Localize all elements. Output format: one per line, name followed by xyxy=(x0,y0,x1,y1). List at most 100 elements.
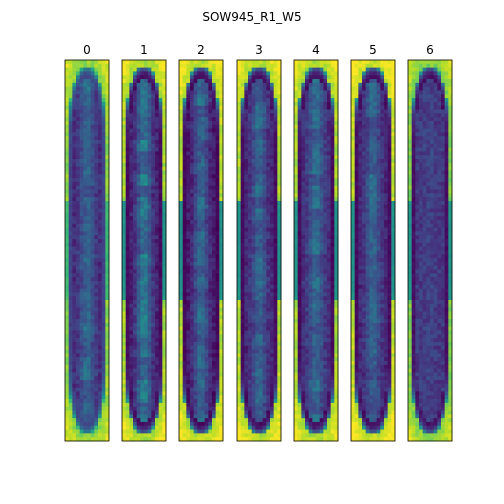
heatmap-cell xyxy=(136,105,141,110)
heatmap-cell xyxy=(259,189,264,194)
heatmap-cell xyxy=(122,98,127,103)
heatmap-cell xyxy=(122,364,127,370)
heatmap-cell xyxy=(182,364,187,370)
heatmap-cell xyxy=(147,159,152,164)
heatmap-cell xyxy=(251,132,256,137)
heatmap-cell xyxy=(76,334,81,339)
heatmap-cell xyxy=(273,395,278,400)
heatmap-cell xyxy=(297,94,302,99)
heatmap-cell xyxy=(208,140,213,145)
heatmap-cell xyxy=(101,98,106,103)
heatmap-cell xyxy=(197,94,202,99)
heatmap-cell xyxy=(155,387,160,392)
heatmap-cell xyxy=(140,357,145,362)
heatmap-cell xyxy=(186,364,191,370)
heatmap-cell xyxy=(76,197,81,202)
heatmap-cell xyxy=(197,380,202,385)
panel-title: 4 xyxy=(312,43,320,57)
heatmap-cell xyxy=(87,273,92,278)
heatmap-cell xyxy=(151,174,156,179)
heatmap-cell xyxy=(76,258,81,263)
heatmap-cell xyxy=(186,113,191,118)
heatmap-cell xyxy=(68,181,73,187)
heatmap-cell xyxy=(179,105,184,110)
heatmap-cell xyxy=(105,208,110,213)
heatmap-cell xyxy=(90,406,95,411)
heatmap-cell xyxy=(215,376,220,381)
heatmap-cell xyxy=(162,79,167,84)
heatmap-cell xyxy=(244,151,249,156)
heatmap-cell xyxy=(79,330,84,335)
heatmap-cell xyxy=(262,357,267,362)
heatmap-cell xyxy=(270,200,275,206)
heatmap-cell xyxy=(259,429,264,434)
heatmap-cell xyxy=(204,132,209,137)
heatmap-cell xyxy=(162,120,167,126)
heatmap-cell xyxy=(87,94,92,99)
heatmap-cell xyxy=(182,239,187,244)
heatmap-cell xyxy=(251,174,256,179)
heatmap-cell xyxy=(122,86,127,91)
heatmap-cell xyxy=(162,315,167,320)
heatmap-cell xyxy=(262,418,267,423)
heatmap-cell xyxy=(122,231,127,236)
heatmap-cell xyxy=(72,345,77,350)
heatmap-cell xyxy=(105,330,110,335)
heatmap-cell xyxy=(316,75,321,80)
heatmap-cell xyxy=(136,364,141,370)
heatmap-cell xyxy=(208,220,213,225)
heatmap-cell xyxy=(190,406,195,411)
heatmap-cell xyxy=(197,280,202,286)
heatmap-cell xyxy=(219,197,224,202)
heatmap-cell xyxy=(255,75,260,80)
heatmap-cell xyxy=(65,235,70,240)
heatmap-cell xyxy=(190,303,195,309)
heatmap-cell xyxy=(144,231,149,236)
heatmap-cell xyxy=(90,124,95,129)
heatmap-cell xyxy=(65,98,70,103)
heatmap-cell xyxy=(151,303,156,309)
heatmap-cell xyxy=(190,60,195,65)
heatmap-cell xyxy=(105,212,110,217)
heatmap-cell xyxy=(259,357,264,362)
heatmap-cell xyxy=(277,185,282,190)
heatmap-cell xyxy=(72,410,77,415)
heatmap-cell xyxy=(65,231,70,236)
heatmap-cell xyxy=(255,105,260,110)
heatmap-cell xyxy=(215,132,220,137)
heatmap-cell xyxy=(158,258,163,263)
heatmap-cell xyxy=(65,140,70,145)
heatmap-cell xyxy=(323,75,328,80)
heatmap-cell xyxy=(158,341,163,347)
heatmap-cell xyxy=(158,242,163,248)
heatmap-cell xyxy=(251,273,256,278)
heatmap-cell xyxy=(147,60,152,65)
heatmap-cell xyxy=(105,315,110,320)
heatmap-cell xyxy=(270,410,275,415)
heatmap-cell xyxy=(240,380,245,385)
heatmap-cell xyxy=(98,212,103,217)
heatmap-cell xyxy=(190,250,195,255)
heatmap-cell xyxy=(155,155,160,160)
heatmap-cell xyxy=(301,60,306,65)
heatmap-cell xyxy=(204,433,209,438)
heatmap-cell xyxy=(240,376,245,381)
heatmap-cell xyxy=(65,330,70,335)
heatmap-cell xyxy=(94,322,99,328)
heatmap-cell xyxy=(190,376,195,381)
heatmap-cell xyxy=(101,124,106,129)
heatmap-cell xyxy=(270,231,275,236)
heatmap-cell xyxy=(133,143,138,149)
heatmap-cell xyxy=(76,368,81,373)
heatmap-cell xyxy=(151,67,156,72)
heatmap-cell xyxy=(259,136,264,141)
heatmap-cell xyxy=(182,132,187,137)
heatmap-cell xyxy=(136,231,141,236)
heatmap-cell xyxy=(83,79,88,84)
heatmap-cell xyxy=(76,292,81,297)
heatmap-cell xyxy=(186,181,191,187)
heatmap-cell xyxy=(144,140,149,145)
heatmap-cell xyxy=(133,113,138,118)
heatmap-cell xyxy=(237,67,242,72)
heatmap-cell xyxy=(94,406,99,411)
